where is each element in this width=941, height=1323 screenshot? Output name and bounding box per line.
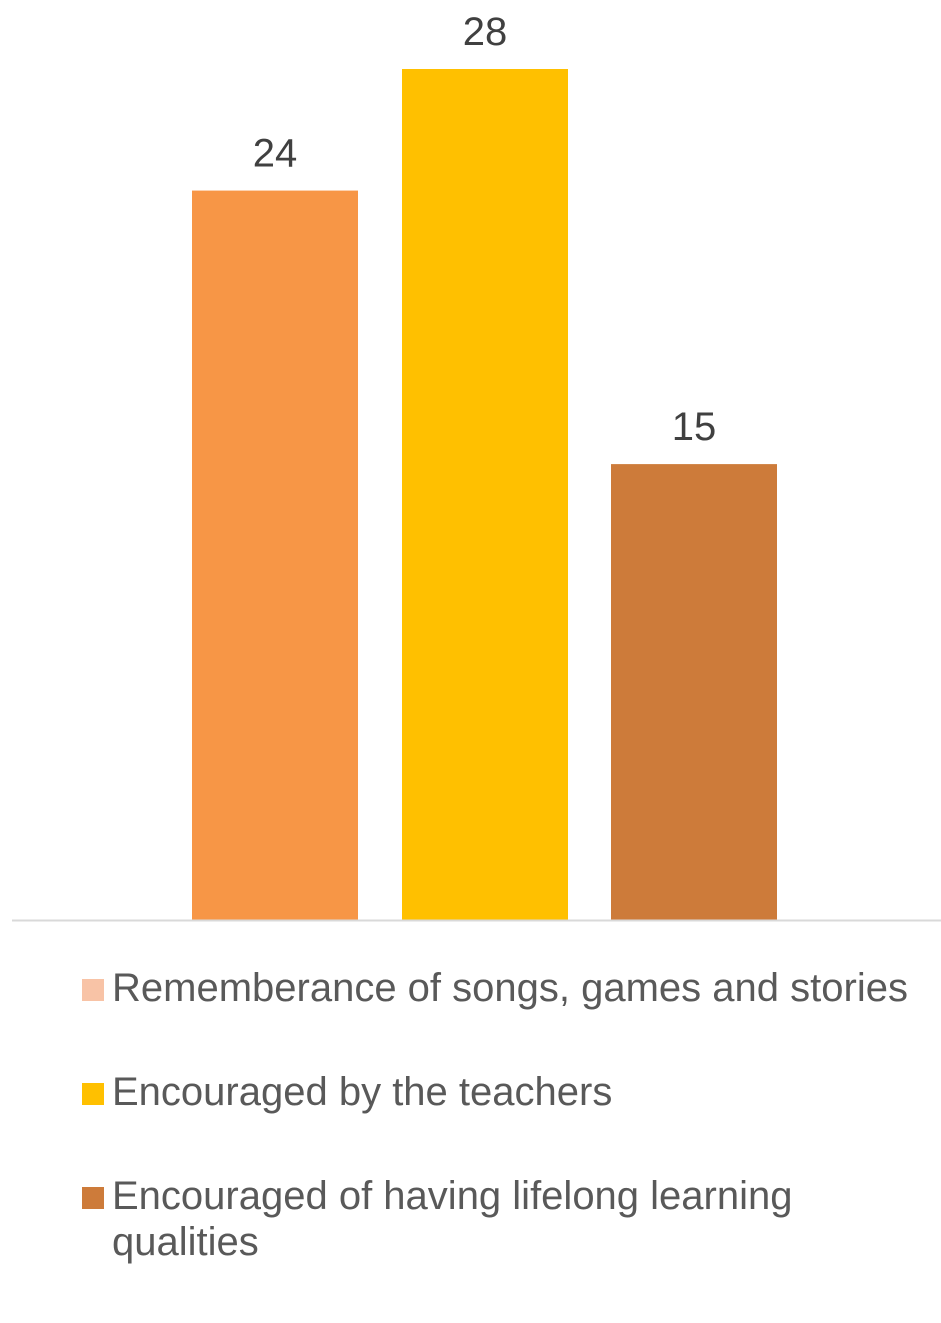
legend-swatch [82, 1083, 104, 1105]
bar [192, 190, 358, 921]
data-label: 15 [672, 405, 717, 449]
bars-group [192, 69, 777, 921]
data-labels-group: 24 28 15 [253, 10, 717, 449]
legend-item: Rememberance of songs, games and stories [82, 965, 932, 1011]
legend: Rememberance of songs, games and stories… [82, 965, 932, 1323]
bar-chart: 24 28 15 [12, 10, 941, 922]
legend-label: Encouraged by the teachers [112, 1070, 613, 1114]
legend-item: Encouraged of having lifelong learning q… [82, 1173, 932, 1265]
legend-item: Encouraged by the teachers [82, 1069, 932, 1115]
legend-label: Rememberance of songs, games and stories [112, 966, 908, 1010]
legend-label: Encouraged of having lifelong learning q… [112, 1174, 793, 1264]
bar [611, 464, 777, 920]
data-label: 24 [253, 132, 298, 176]
legend-swatch [82, 1187, 104, 1209]
data-label: 28 [463, 10, 508, 54]
bar [402, 69, 568, 920]
legend-swatch [82, 979, 104, 1001]
